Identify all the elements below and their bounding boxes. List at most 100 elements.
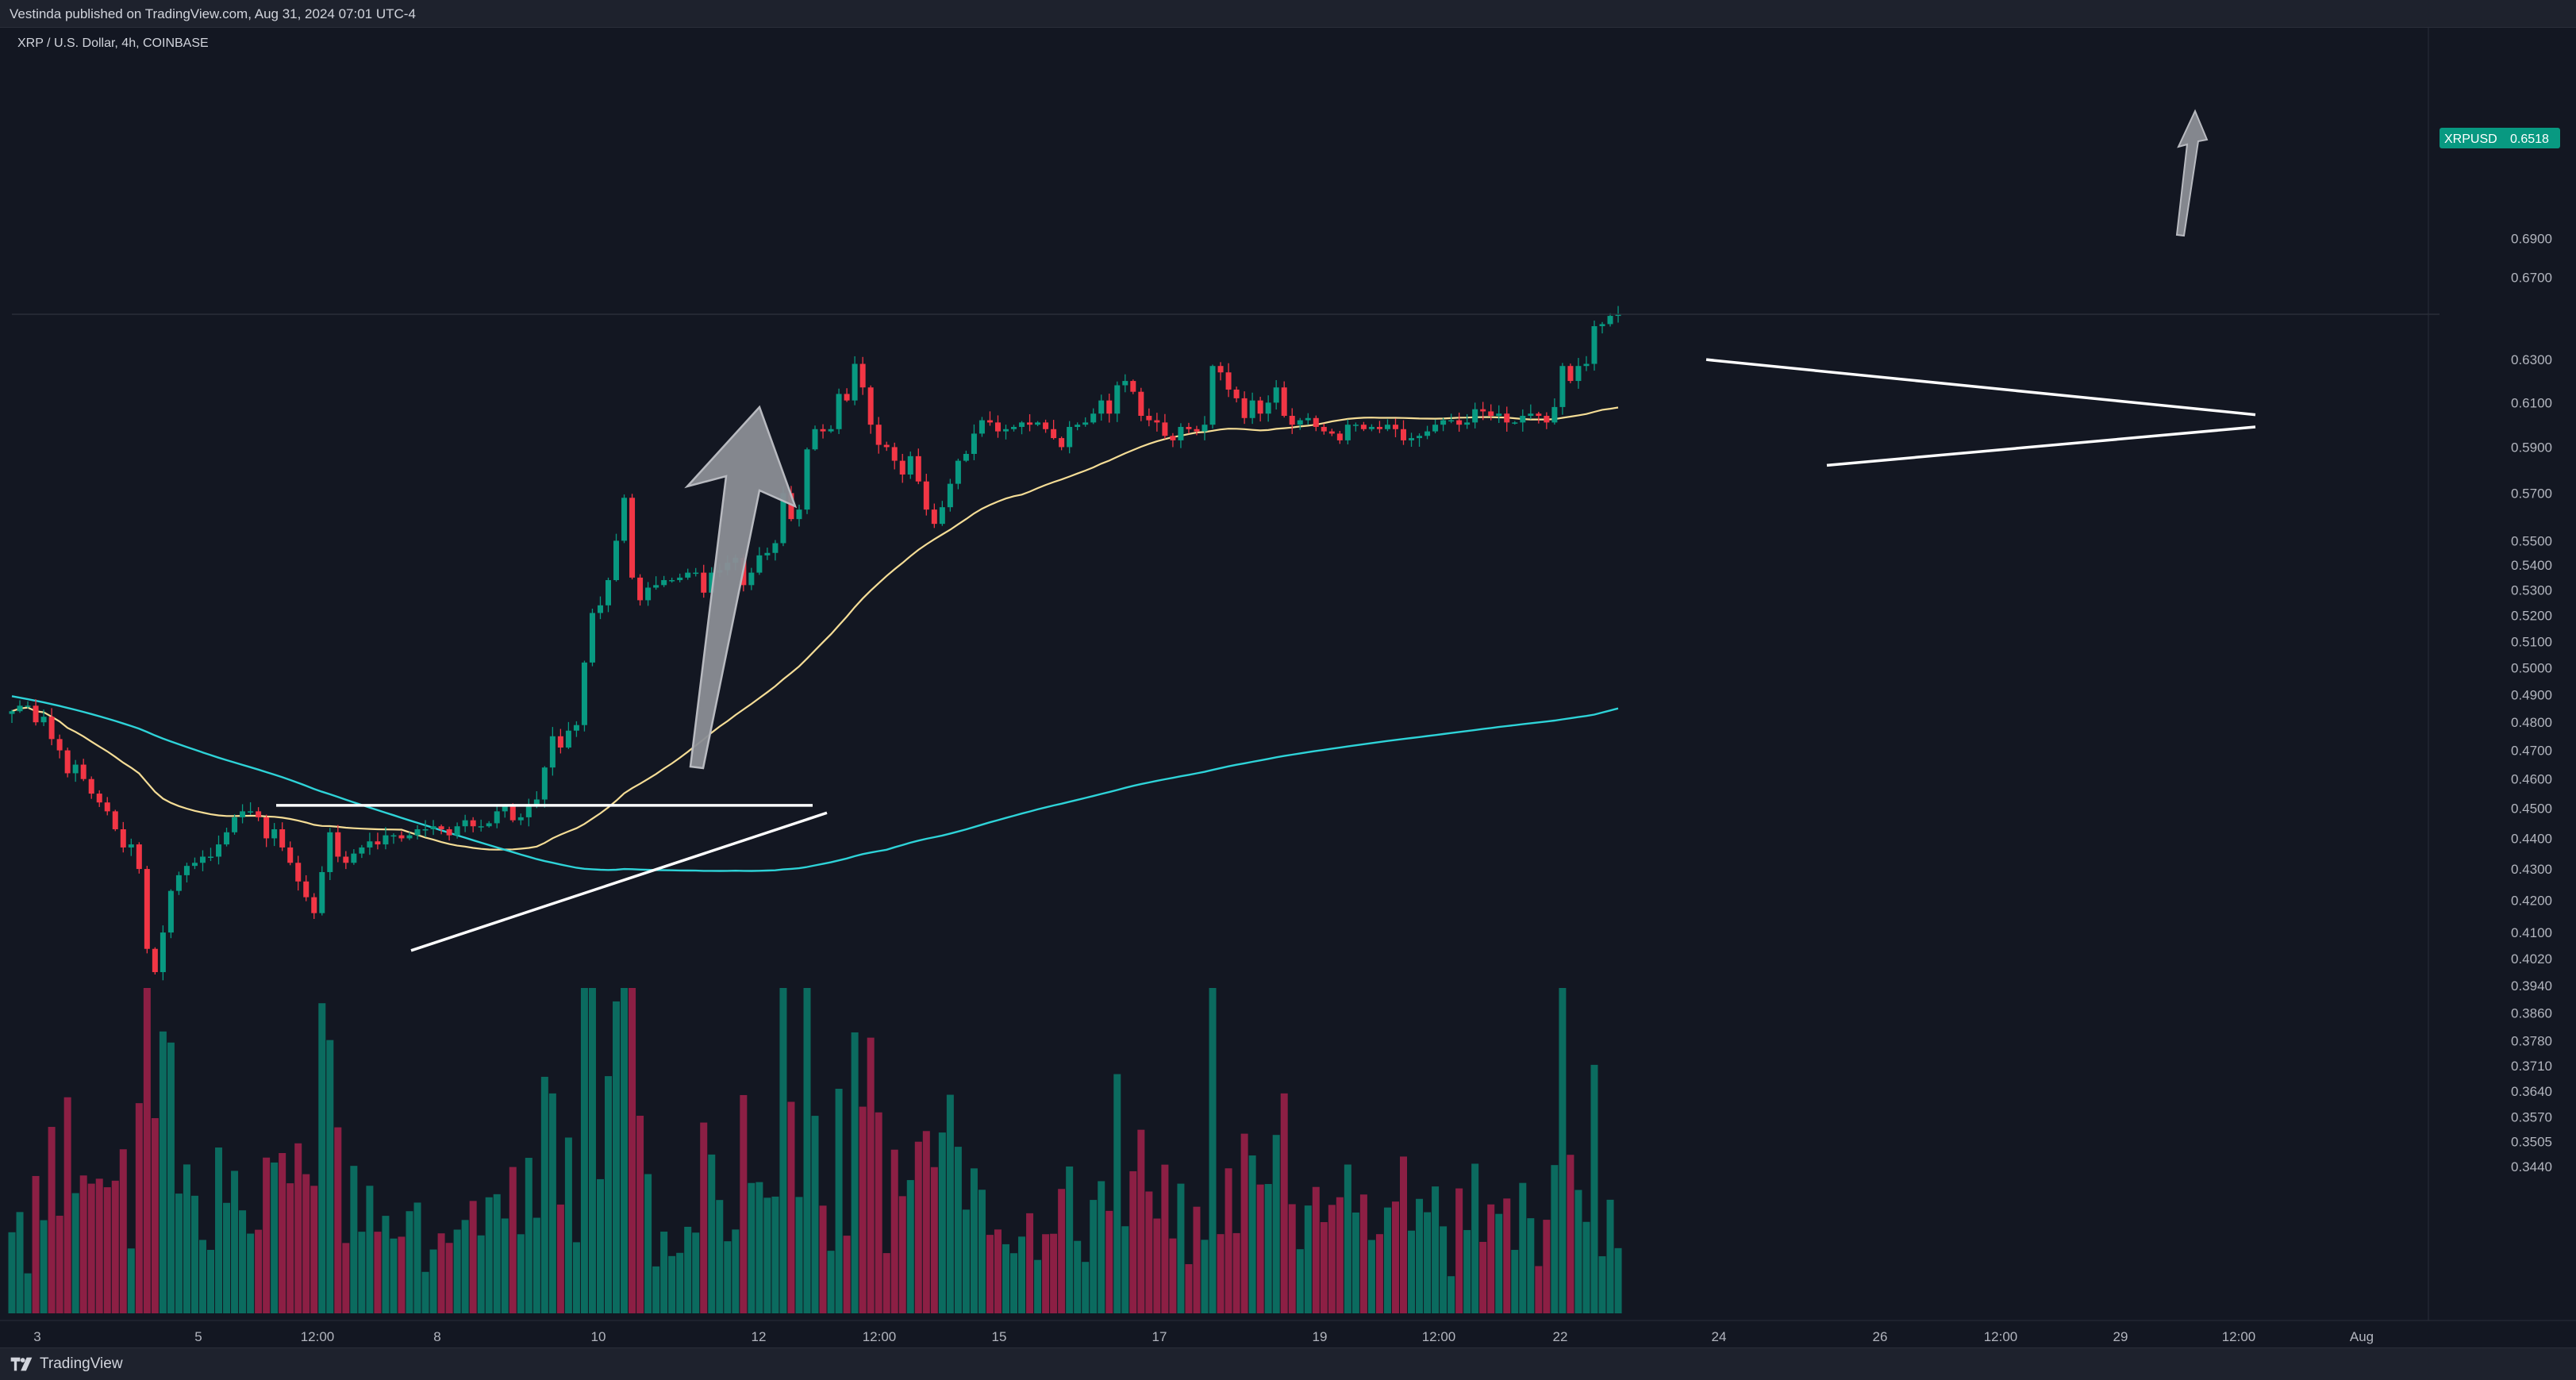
volume-bar xyxy=(1351,1212,1359,1313)
candle xyxy=(1130,379,1136,394)
price-tick-label: 0.4800 xyxy=(2511,715,2552,730)
candle xyxy=(621,494,628,544)
candle xyxy=(947,479,953,512)
time-axis[interactable]: 3 5 12:00 8 10 12 12:00 15 17 19 12:00 22 24 26 12:00 2… xyxy=(0,1320,2576,1344)
candle xyxy=(1265,395,1271,422)
volume-bar xyxy=(1050,1233,1058,1313)
volume-bar xyxy=(1248,1155,1256,1313)
volume-bar xyxy=(708,1154,716,1313)
candle xyxy=(1591,320,1598,371)
candle xyxy=(1257,396,1263,422)
candle xyxy=(470,817,476,832)
volume-bar xyxy=(890,1149,898,1313)
candle xyxy=(589,609,595,667)
tradingview-brand[interactable]: TradingView xyxy=(10,1355,123,1373)
volume-bar xyxy=(1320,1222,1328,1313)
candle xyxy=(1233,386,1240,403)
candle xyxy=(883,441,890,452)
candle xyxy=(1051,420,1057,440)
candle xyxy=(661,575,667,587)
candles xyxy=(9,306,1621,981)
volume-bar xyxy=(1559,988,1567,1313)
volume-bar xyxy=(859,1106,867,1313)
candle xyxy=(311,893,317,919)
price-tick-label: 0.5700 xyxy=(2511,486,2552,501)
volume-bar xyxy=(1225,1168,1232,1313)
candle xyxy=(295,855,302,891)
volume-bar xyxy=(1296,1249,1304,1313)
candle xyxy=(1289,408,1295,434)
time-tick-label: 19 xyxy=(1313,1329,1328,1344)
volume-bar xyxy=(190,1195,198,1313)
candle xyxy=(852,356,858,406)
volume-bar xyxy=(763,1197,771,1313)
volume-bar xyxy=(198,1240,206,1313)
volume-bar xyxy=(1193,1206,1201,1313)
volume-bar xyxy=(95,1178,103,1313)
time-tick-label: 17 xyxy=(1152,1329,1167,1344)
candle xyxy=(128,838,134,856)
symbol-legend[interactable]: XRP / U.S. Dollar, 4h, COINBASE xyxy=(17,37,209,50)
candle xyxy=(1607,313,1613,327)
volume-bar xyxy=(445,1243,453,1313)
price-tick-label: 0.3710 xyxy=(2511,1059,2552,1074)
candle xyxy=(335,825,341,863)
volume-bar xyxy=(279,1152,286,1313)
candle xyxy=(1162,413,1168,440)
candle xyxy=(248,802,254,815)
price-tick-label: 0.3440 xyxy=(2511,1159,2552,1174)
candle xyxy=(549,727,556,776)
volume-bar xyxy=(1113,1074,1121,1313)
candle xyxy=(525,798,532,827)
volume-bar xyxy=(111,1180,119,1313)
candle xyxy=(1305,413,1311,425)
volume-bar xyxy=(1606,1199,1614,1313)
time-tick-label: 12:00 xyxy=(2222,1329,2256,1344)
volume-bar xyxy=(1272,1135,1280,1313)
candle xyxy=(517,813,524,825)
volume-bar xyxy=(1400,1156,1407,1313)
volume-bar xyxy=(724,1241,732,1313)
candle xyxy=(923,474,929,516)
candle xyxy=(1384,419,1390,432)
volume-bar xyxy=(63,1097,71,1313)
candle xyxy=(859,356,866,395)
time-tick-label: 5 xyxy=(194,1329,202,1344)
price-axis[interactable]: 0.6900 0.6700 0.6300 0.6100 0.5900 0.5700 0.55… xyxy=(12,27,2552,1320)
time-tick-label: 3 xyxy=(33,1329,40,1344)
ma-fast-line xyxy=(11,406,1619,851)
time-tick-label: 22 xyxy=(1553,1329,1568,1344)
volume-bar xyxy=(1066,1166,1074,1313)
volume-bar xyxy=(263,1157,271,1313)
candle xyxy=(446,826,452,841)
candle xyxy=(645,582,652,606)
volume-bar xyxy=(453,1229,461,1313)
volume-bar xyxy=(1495,1213,1503,1313)
volume-bar xyxy=(294,1143,302,1313)
candle xyxy=(1575,358,1582,389)
volume-bar xyxy=(1511,1250,1519,1313)
volume-bar xyxy=(700,1122,708,1313)
candle xyxy=(1209,364,1216,429)
price-tick-label: 0.5900 xyxy=(2511,440,2552,455)
candle xyxy=(1544,412,1550,429)
volume-bar xyxy=(1018,1236,1026,1313)
candle xyxy=(375,832,381,850)
volume-bar xyxy=(1582,1221,1590,1313)
volume-bar xyxy=(540,1076,548,1313)
candle xyxy=(136,842,142,874)
price-tick-label: 0.5100 xyxy=(2511,634,2552,649)
volume-bar xyxy=(1177,1183,1185,1313)
candle xyxy=(701,564,707,598)
candle xyxy=(971,424,977,460)
volume-bar xyxy=(151,1118,159,1313)
time-tick-label: 12 xyxy=(752,1329,767,1344)
tradingview-logo-icon xyxy=(10,1357,33,1371)
volume-bar xyxy=(779,988,787,1313)
candle xyxy=(844,388,850,402)
volume-bar xyxy=(827,1251,835,1313)
price-chart[interactable]: 0.6900 0.6700 0.6300 0.6100 0.5900 0.5700 0.55… xyxy=(0,27,2576,1347)
drawings[interactable] xyxy=(276,109,2256,952)
candle xyxy=(224,827,230,847)
price-tick-label: 0.4100 xyxy=(2511,925,2552,940)
